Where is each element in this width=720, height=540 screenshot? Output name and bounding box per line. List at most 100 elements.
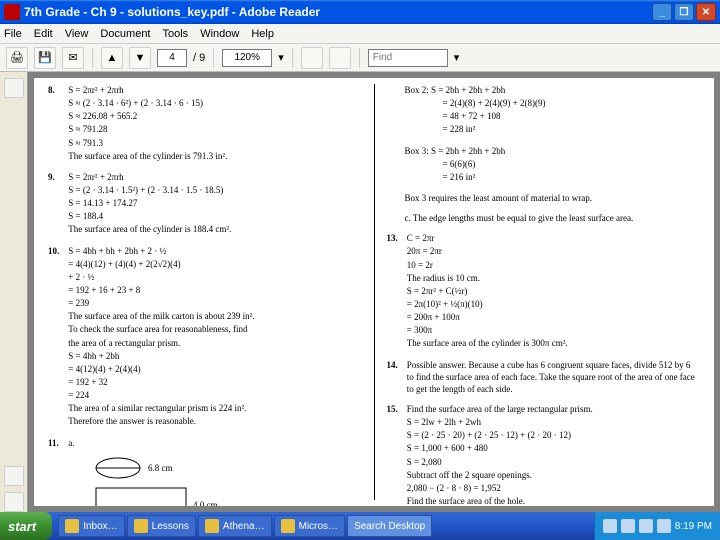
line: The surface area of the cylinder is 791.… <box>68 150 360 162</box>
task-item[interactable]: Lessons <box>127 515 196 537</box>
line: Subtract off the 2 square openings. <box>407 469 699 481</box>
taskbar: start Inbox… Lessons Athena… Micros… Sea… <box>0 512 720 540</box>
clock: 8:19 PM <box>675 521 712 532</box>
line: = 228 in² <box>443 123 697 135</box>
tray-icon[interactable] <box>657 519 671 533</box>
titlebar: 7th Grade - Ch 9 - solutions_key.pdf - A… <box>0 0 720 24</box>
menu-document[interactable]: Document <box>100 28 150 40</box>
task-icon <box>281 519 295 533</box>
cylinder-figure: 6.8 cm 4.0 cm 6.8 cm <box>88 453 360 506</box>
email-icon[interactable]: ✉ <box>62 47 84 69</box>
dim-label: 4.0 cm <box>193 500 218 506</box>
subpart: a. <box>68 438 74 448</box>
menu-tools[interactable]: Tools <box>163 28 189 40</box>
line: S ≈ 791.28 <box>68 123 360 135</box>
menubar: File Edit View Document Tools Window Hel… <box>0 24 720 44</box>
toolbar-separator <box>213 48 214 68</box>
line: The surface area of the cylinder is 300π… <box>407 337 699 349</box>
line: = 192 + 16 + 23 + 8 <box>68 284 360 296</box>
pdf-page: 8. S = 2πr² + 2πrh S ≈ (2 · 3.14 · 6²) +… <box>34 78 714 506</box>
box-2: Box 2: S = 2bh + 2bh + 2bh = 2(4)(8) + 2… <box>387 84 701 137</box>
line: The radius is 10 cm. <box>407 272 699 284</box>
tray-icon[interactable] <box>639 519 653 533</box>
task-item[interactable]: Athena… <box>198 515 272 537</box>
bookmark-icon[interactable] <box>4 466 24 486</box>
line: S ≈ 791.3 <box>68 137 360 149</box>
line: = 2π(10)² + ½(π)(10) <box>407 298 699 310</box>
problem-13: 13. C = 2πr 20π = 2πr 10 = 2r The radius… <box>387 232 701 350</box>
line: = 224 <box>68 389 360 401</box>
save-icon[interactable]: 💾 <box>34 47 56 69</box>
problem-number: 13. <box>387 232 405 244</box>
attachment-icon[interactable] <box>4 492 24 512</box>
line: Therefore the answer is reasonable. <box>68 415 360 427</box>
line: S = 2πr² + C(½r) <box>407 285 699 297</box>
line: = 300π <box>407 324 699 336</box>
line: = 216 in² <box>443 171 697 183</box>
menu-view[interactable]: View <box>65 28 89 40</box>
box3-note: Box 3 requires the least amount of mater… <box>405 192 701 204</box>
minimize-button[interactable]: _ <box>652 3 672 21</box>
line: S = 14.13 + 174.27 <box>68 197 360 209</box>
close-button[interactable]: ✕ <box>696 3 716 21</box>
tool-hand[interactable] <box>329 47 351 69</box>
side-panel <box>0 72 28 512</box>
line: The surface area of the cylinder is 188.… <box>68 223 360 235</box>
problem-number: 15. <box>387 403 405 415</box>
menu-file[interactable]: File <box>4 28 22 40</box>
maximize-button[interactable]: ❐ <box>674 3 694 21</box>
line: Find the surface area of the hole. <box>407 495 699 506</box>
line: = 239 <box>68 297 360 309</box>
line: = 6(6)(6) <box>443 158 697 170</box>
line: S = 2πr² + 2πrh <box>68 84 360 96</box>
search-desktop[interactable]: Search Desktop <box>347 515 432 537</box>
page-input[interactable] <box>157 49 187 67</box>
systray: 8:19 PM <box>594 512 720 540</box>
page-total: / 9 <box>193 52 205 64</box>
menu-edit[interactable]: Edit <box>34 28 53 40</box>
line: S ≈ 226.08 + 565.2 <box>68 110 360 122</box>
nav-down-icon[interactable]: ▼ <box>129 47 151 69</box>
print-icon[interactable]: 🖨 <box>6 47 28 69</box>
start-button[interactable]: start <box>0 512 52 540</box>
line: = 2(4)(8) + 2(4)(9) + 2(8)(9) <box>443 97 697 109</box>
toolbar-separator <box>92 48 93 68</box>
line: Box 2: S = 2bh + 2bh + 2bh <box>405 84 697 96</box>
dim-label: 6.8 cm <box>148 463 173 473</box>
right-column: Box 2: S = 2bh + 2bh + 2bh = 2(4)(8) + 2… <box>387 84 701 500</box>
problem-11: 11. a. 6.8 cm 4.0 cm 6.8 cm <box>48 437 362 506</box>
problem-number: 14. <box>387 359 405 371</box>
line: S = 2πr² + 2πrh <box>68 171 360 183</box>
problem-9: 9. S = 2πr² + 2πrh S = (2 · 3.14 · 1.5²)… <box>48 171 362 237</box>
line: The area of a similar rectangular prism … <box>68 402 360 414</box>
task-item[interactable]: Micros… <box>274 515 345 537</box>
menu-help[interactable]: Help <box>251 28 274 40</box>
line: S = 4bh + 2bh <box>68 350 360 362</box>
line: 2,080 − (2 · 8 · 8) = 1,952 <box>407 482 699 494</box>
problem-number: 9. <box>48 171 66 183</box>
find-input[interactable] <box>368 49 448 67</box>
zoom-input[interactable] <box>222 49 272 67</box>
line: Possible answer. Because a cube has 6 co… <box>407 359 699 395</box>
tray-icon[interactable] <box>621 519 635 533</box>
problem-15: 15. Find the surface area of the large r… <box>387 403 701 506</box>
tool-select[interactable] <box>301 47 323 69</box>
nav-up-icon[interactable]: ▲ <box>101 47 123 69</box>
left-column: 8. S = 2πr² + 2πrh S ≈ (2 · 3.14 · 6²) +… <box>48 84 362 500</box>
task-item[interactable]: Inbox… <box>58 515 124 537</box>
find-dropdown-icon[interactable]: ▾ <box>454 51 460 64</box>
zoom-dropdown-icon[interactable]: ▾ <box>278 51 284 64</box>
menu-window[interactable]: Window <box>200 28 239 40</box>
pages-icon[interactable] <box>4 78 24 98</box>
problem-8: 8. S = 2πr² + 2πrh S ≈ (2 · 3.14 · 6²) +… <box>48 84 362 163</box>
line: S = 188.4 <box>68 210 360 222</box>
line: S = (2 · 3.14 · 1.5²) + (2 · 3.14 · 1.5 … <box>68 184 360 196</box>
line: The surface area of the milk carton is a… <box>68 310 360 322</box>
line: S = (2 · 25 · 20) + (2 · 25 · 12) + (2 ·… <box>407 429 699 441</box>
line: = 48 + 72 + 108 <box>443 110 697 122</box>
line: = 192 + 32 <box>68 376 360 388</box>
problem-number: 10. <box>48 245 66 257</box>
toolbar-separator <box>292 48 293 68</box>
line: 20π = 2πr <box>407 245 699 257</box>
tray-icon[interactable] <box>603 519 617 533</box>
